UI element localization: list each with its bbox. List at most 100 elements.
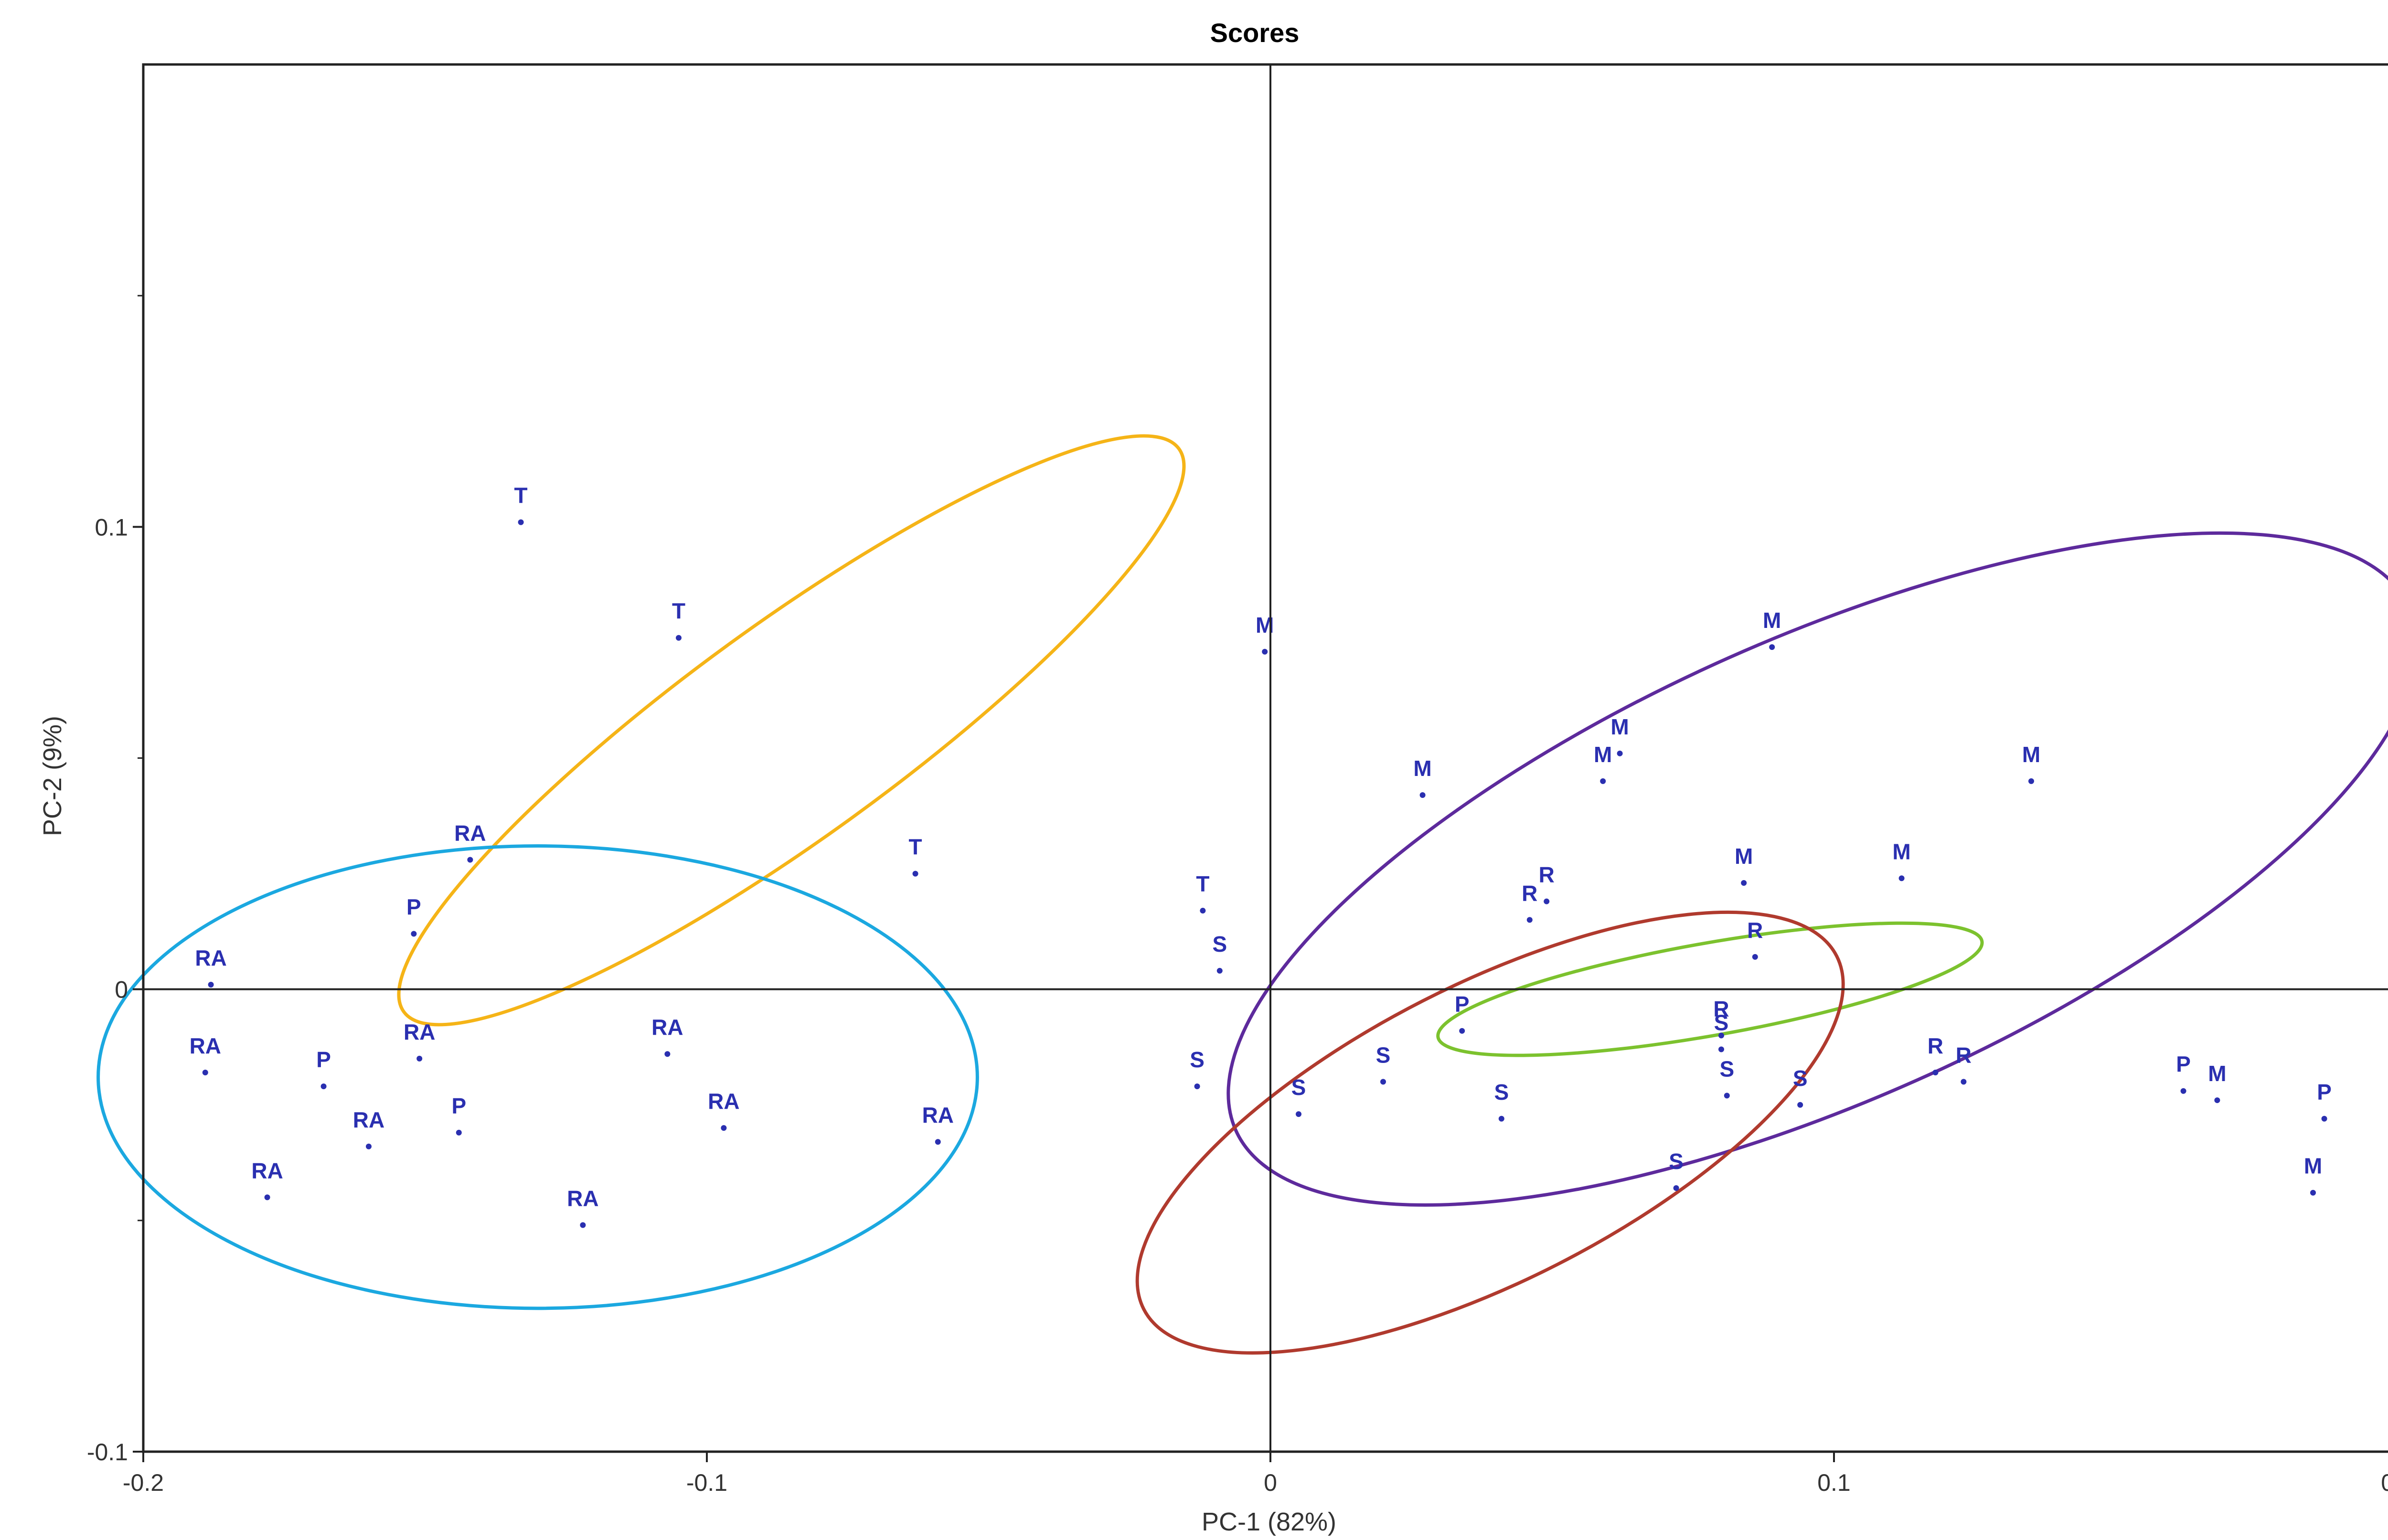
x-tick-label: 0.2 bbox=[2381, 1469, 2388, 1496]
data-point bbox=[1262, 648, 1268, 655]
data-point bbox=[416, 1055, 423, 1062]
data-point bbox=[411, 931, 417, 937]
data-point-label: S bbox=[1190, 1047, 1205, 1072]
data-point bbox=[1769, 644, 1775, 650]
data-point-label: S bbox=[1714, 1010, 1729, 1035]
x-tick-label: -0.1 bbox=[686, 1469, 727, 1496]
data-point bbox=[456, 1129, 462, 1136]
plot-frame bbox=[142, 63, 2388, 1453]
data-point-label: R bbox=[1747, 918, 1763, 943]
data-point bbox=[1419, 792, 1426, 798]
y-axis-label: PC-2 (9%) bbox=[38, 716, 67, 836]
group-M-ellipse bbox=[1226, 531, 2388, 1207]
y-tick-label: 0 bbox=[115, 977, 128, 1003]
y-tick-label: 0.1 bbox=[95, 514, 128, 541]
data-point bbox=[1718, 1032, 1724, 1039]
data-point bbox=[580, 1222, 586, 1228]
data-point-label: R bbox=[1713, 997, 1729, 1021]
data-point bbox=[2180, 1088, 2186, 1094]
data-point bbox=[912, 871, 918, 877]
data-point bbox=[1544, 898, 1550, 904]
data-point bbox=[208, 981, 214, 988]
data-point-label: M bbox=[2022, 742, 2040, 767]
data-point-label: RA bbox=[922, 1103, 954, 1127]
data-point bbox=[1797, 1102, 1803, 1108]
data-point-label: M bbox=[1413, 756, 1431, 781]
data-point bbox=[2310, 1190, 2316, 1196]
data-point bbox=[1200, 908, 1206, 914]
data-point-label: S bbox=[1669, 1149, 1684, 1174]
data-point bbox=[2214, 1097, 2220, 1104]
data-point bbox=[1216, 967, 1223, 974]
data-point bbox=[1932, 1069, 1939, 1075]
data-point bbox=[1673, 1185, 1679, 1191]
x-tick-label: 0 bbox=[1264, 1469, 1277, 1496]
data-point-label: RA bbox=[454, 821, 486, 846]
data-point bbox=[1459, 1028, 1465, 1034]
data-point bbox=[1296, 1111, 1301, 1117]
group-R-ellipse bbox=[1436, 921, 1984, 1057]
data-point-label: P bbox=[1455, 992, 1470, 1017]
data-point-label: M bbox=[1610, 714, 1629, 739]
data-point bbox=[1380, 1079, 1386, 1085]
data-point-label: P bbox=[2317, 1080, 2332, 1105]
data-point-label: R bbox=[1539, 862, 1555, 887]
data-point-label: R bbox=[1956, 1042, 1972, 1067]
group-T-ellipse bbox=[397, 434, 1186, 1027]
data-point-label: M bbox=[1763, 608, 1781, 633]
data-point-label: RA bbox=[190, 1033, 221, 1058]
data-point bbox=[664, 1051, 671, 1057]
data-point-label: T bbox=[909, 835, 922, 860]
data-point-label: S bbox=[1719, 1056, 1734, 1081]
data-point-label: T bbox=[672, 599, 685, 624]
data-point-label: M bbox=[2208, 1061, 2226, 1086]
data-point bbox=[1600, 778, 1606, 784]
data-point bbox=[518, 519, 524, 525]
data-point-label: R bbox=[1522, 881, 1537, 905]
x-tick-label: 0.1 bbox=[1817, 1469, 1851, 1496]
data-point bbox=[676, 635, 682, 641]
data-point bbox=[1617, 750, 1623, 756]
data-point-label: S bbox=[1376, 1042, 1391, 1067]
data-point-label: RA bbox=[651, 1015, 683, 1040]
data-point-label: RA bbox=[353, 1107, 384, 1132]
data-point-label: P bbox=[451, 1094, 466, 1118]
y-tick-label: -0.1 bbox=[87, 1439, 128, 1466]
data-point bbox=[721, 1125, 727, 1131]
data-point-label: P bbox=[316, 1047, 331, 1072]
data-point bbox=[1961, 1079, 1967, 1085]
data-point-label: RA bbox=[404, 1020, 435, 1044]
data-point-label: M bbox=[1594, 742, 1612, 767]
data-point bbox=[366, 1143, 372, 1149]
data-point-label: S bbox=[1793, 1066, 1808, 1091]
data-point bbox=[935, 1139, 941, 1145]
data-point-label: RA bbox=[708, 1089, 739, 1114]
data-point-label: M bbox=[1892, 839, 1910, 864]
data-point bbox=[1741, 880, 1747, 886]
data-point bbox=[1498, 1115, 1504, 1122]
data-point-label: M bbox=[2304, 1154, 2322, 1179]
data-point bbox=[2321, 1115, 2327, 1122]
x-axis-label: PC-1 (82%) bbox=[1202, 1508, 1336, 1536]
group-S-ellipse bbox=[1135, 910, 1845, 1355]
data-point-label: S bbox=[1291, 1075, 1306, 1100]
data-point bbox=[2028, 778, 2034, 784]
data-point bbox=[1898, 875, 1905, 882]
x-tick-label: -0.2 bbox=[123, 1469, 164, 1496]
data-point bbox=[202, 1069, 208, 1075]
data-point-label: S bbox=[1494, 1080, 1509, 1105]
data-point-label: P bbox=[2176, 1052, 2191, 1077]
data-point bbox=[264, 1194, 270, 1200]
data-point bbox=[1718, 1046, 1724, 1052]
data-point-label: T bbox=[514, 483, 528, 508]
data-point-label: RA bbox=[567, 1186, 598, 1211]
data-point-label: RA bbox=[195, 945, 226, 970]
chart-title: Scores bbox=[1210, 18, 1300, 48]
data-point bbox=[1752, 954, 1758, 960]
data-point-label: RA bbox=[251, 1158, 283, 1183]
group-RA-ellipse bbox=[96, 844, 979, 1310]
data-point bbox=[467, 857, 473, 863]
data-point-label: T bbox=[1196, 871, 1209, 896]
data-point-label: S bbox=[1212, 932, 1227, 956]
